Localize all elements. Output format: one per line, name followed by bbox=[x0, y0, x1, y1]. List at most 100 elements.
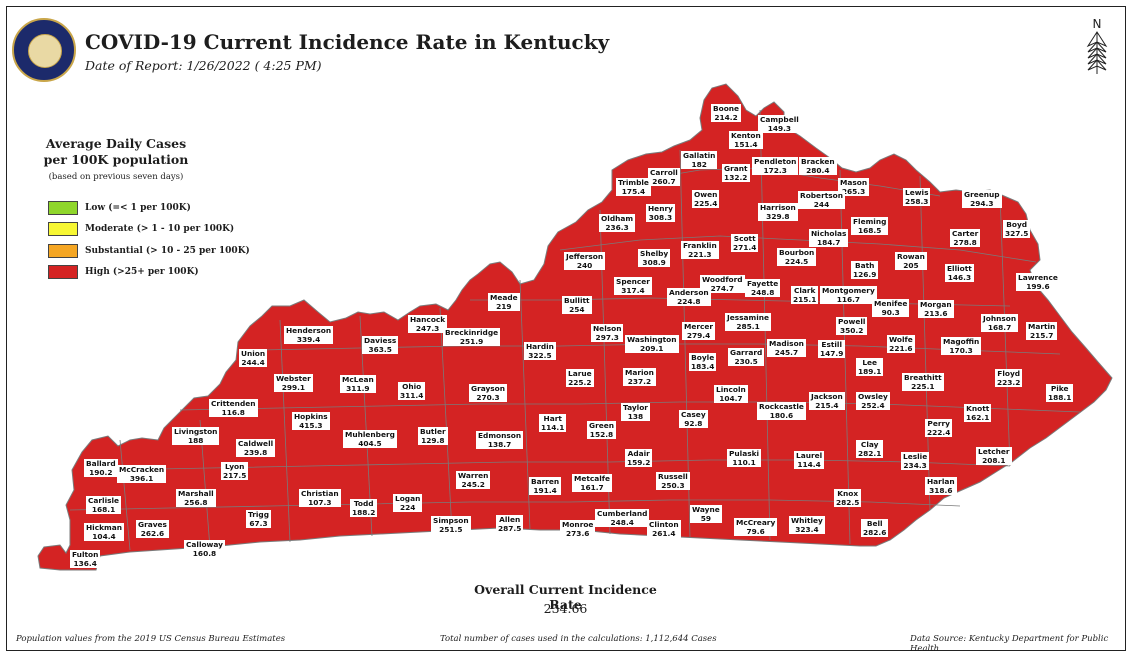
county-name: Martin bbox=[1028, 322, 1056, 331]
report-date: Date of Report: 1/26/2022 ( 4:25 PM) bbox=[85, 58, 322, 73]
county-rate-value: 147.9 bbox=[820, 349, 844, 358]
county-label-henderson: Henderson 339.4 bbox=[284, 326, 334, 344]
county-rate-value: 199.6 bbox=[1026, 282, 1050, 291]
county-label-montgomery: Montgomery 116.7 bbox=[820, 286, 877, 304]
county-rate-value: 251.9 bbox=[459, 337, 484, 346]
county-rate-value: 274.7 bbox=[710, 284, 734, 293]
county-name: Montgomery bbox=[822, 286, 875, 295]
county-rate-value: 184.7 bbox=[816, 238, 841, 247]
county-name: Greenup bbox=[964, 190, 1000, 199]
county-name: Lyon bbox=[225, 462, 245, 471]
county-name: Henderson bbox=[286, 326, 332, 335]
county-name: Ballard bbox=[86, 459, 116, 468]
county-label-elliott: Elliott 146.3 bbox=[945, 264, 974, 282]
county-label-trimble: Trimble 175.4 bbox=[616, 178, 651, 196]
county-label-adair: Adair 159.2 bbox=[625, 449, 653, 467]
county-rate-value: 240 bbox=[576, 261, 593, 270]
county-name: Marion bbox=[625, 368, 654, 377]
county-rate-value: 280.4 bbox=[806, 166, 830, 175]
county-rate-value: 168.5 bbox=[858, 226, 882, 235]
county-label-rockcastle: Rockcastle 180.6 bbox=[757, 402, 806, 420]
county-name: Carter bbox=[952, 229, 979, 238]
county-rate-value: 215.7 bbox=[1029, 331, 1054, 340]
county-rate-value: 151.4 bbox=[734, 140, 758, 149]
county-label-owsley: Owsley 252.4 bbox=[856, 392, 890, 410]
county-rate-value: 190.2 bbox=[89, 468, 113, 477]
county-rate-value: 168.7 bbox=[987, 323, 1012, 332]
county-rate-value: 132.2 bbox=[724, 173, 748, 182]
county-label-bourbon: Bourbon 224.5 bbox=[777, 248, 817, 266]
county-rate-value: 256.8 bbox=[184, 498, 208, 507]
county-rate-value: 221.6 bbox=[889, 344, 913, 353]
county-label-lincoln: Lincoln 104.7 bbox=[714, 385, 748, 403]
county-name: Jessamine bbox=[727, 313, 770, 322]
county-name: Whitley bbox=[791, 516, 823, 525]
county-label-butler: Butler 129.8 bbox=[418, 427, 448, 445]
county-rate-value: 208.1 bbox=[982, 456, 1006, 465]
county-name: Clay bbox=[860, 440, 879, 449]
county-label-wayne: Wayne 59 bbox=[690, 505, 722, 523]
county-rate-value: 234.3 bbox=[903, 461, 927, 470]
legend-title: Average Daily Cases per 100K population bbox=[36, 136, 196, 168]
county-rate-value: 247.3 bbox=[415, 324, 440, 333]
county-label-hancock: Hancock 247.3 bbox=[408, 315, 448, 333]
county-name: Leslie bbox=[903, 452, 928, 461]
county-rate-value: 339.4 bbox=[296, 335, 321, 344]
county-label-franklin: Franklin 221.3 bbox=[681, 241, 719, 259]
county-label-madison: Madison 245.7 bbox=[767, 339, 806, 357]
footer-data-source: Data Source: Kentucky Department for Pub… bbox=[910, 634, 1109, 654]
overall-rate-value: 234.66 bbox=[543, 601, 588, 616]
county-name: Fayette bbox=[747, 279, 779, 288]
county-name: Graves bbox=[138, 520, 167, 529]
county-name: Nicholas bbox=[811, 229, 847, 238]
county-name: Lawrence bbox=[1018, 273, 1058, 282]
north-letter: N bbox=[1093, 17, 1102, 31]
county-name: Logan bbox=[395, 494, 421, 503]
county-name: Carroll bbox=[650, 168, 678, 177]
county-label-lawrence: Lawrence 199.6 bbox=[1016, 273, 1060, 291]
county-label-graves: Graves 262.6 bbox=[136, 520, 169, 538]
county-name: Jackson bbox=[811, 392, 843, 401]
county-label-larue: Larue 225.2 bbox=[566, 369, 594, 387]
county-name: Crittenden bbox=[211, 399, 256, 408]
county-label-trigg: Trigg 67.3 bbox=[246, 510, 271, 528]
county-label-woodford: Woodford 274.7 bbox=[700, 275, 745, 293]
county-name: Butler bbox=[420, 427, 446, 436]
county-rate-value: 162.1 bbox=[966, 413, 990, 422]
county-rate-value: 183.4 bbox=[691, 362, 715, 371]
county-name: Livingston bbox=[174, 427, 218, 436]
county-name: Lewis bbox=[905, 188, 929, 197]
county-name: Union bbox=[241, 349, 266, 358]
county-label-knott: Knott 162.1 bbox=[964, 404, 992, 422]
county-name: Metcalfe bbox=[574, 474, 611, 483]
county-label-boyd: Boyd 327.5 bbox=[1003, 220, 1031, 238]
county-label-logan: Logan 224 bbox=[393, 494, 423, 512]
county-label-nelson: Nelson 297.3 bbox=[591, 324, 624, 342]
county-label-carlisle: Carlisle 168.1 bbox=[86, 496, 122, 514]
county-name: Casey bbox=[681, 410, 706, 419]
county-name: Campbell bbox=[760, 115, 799, 124]
county-rate-value: 180.6 bbox=[769, 411, 794, 420]
county-rate-value: 308.3 bbox=[648, 213, 673, 222]
county-rate-value: 250.3 bbox=[661, 481, 685, 490]
legend-note: (based on previous seven days) bbox=[48, 172, 184, 182]
county-name: Wayne bbox=[692, 505, 720, 514]
county-label-jackson: Jackson 215.4 bbox=[809, 392, 845, 410]
county-rate-value: 172.3 bbox=[763, 166, 787, 175]
county-rate-value: 294.3 bbox=[970, 199, 994, 208]
county-name: Boyle bbox=[691, 353, 715, 362]
county-rate-value: 159.2 bbox=[627, 458, 651, 467]
county-label-mercer: Mercer 279.4 bbox=[682, 322, 716, 340]
county-rate-value: 110.1 bbox=[732, 458, 756, 467]
county-rate-value: 282.5 bbox=[836, 498, 860, 507]
county-label-fayette: Fayette 248.8 bbox=[745, 279, 781, 297]
county-rate-value: 261.4 bbox=[652, 529, 676, 538]
county-label-clark: Clark 215.1 bbox=[791, 286, 819, 304]
county-rate-value: 114.1 bbox=[541, 423, 565, 432]
county-rate-value: 270.3 bbox=[476, 393, 500, 402]
county-rate-value: 170.3 bbox=[949, 346, 973, 355]
county-rate-value: 215.4 bbox=[815, 401, 839, 410]
county-name: Grant bbox=[724, 164, 748, 173]
county-label-webster: Webster 299.1 bbox=[274, 374, 313, 392]
